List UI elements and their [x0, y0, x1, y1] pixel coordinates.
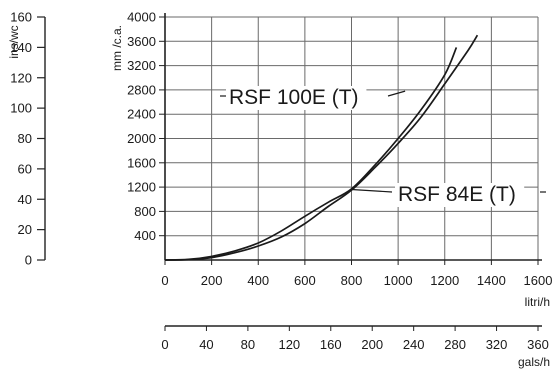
x-tick-label-1600: 1600: [524, 273, 553, 288]
secondary-x-tick-label-280: 280: [444, 337, 466, 352]
y-axis-label: mm /c.a.: [110, 25, 124, 71]
tick-labels: 0 200 400 600 800 1000 1200 1400 1600litri/h4008…: [7, 10, 552, 370]
secondary-y-tick-label-0: 0: [25, 253, 32, 268]
series-line-0: [164, 47, 458, 261]
x-tick-label-400: 400: [247, 273, 269, 288]
secondary-y-tick-label-140: 140: [10, 40, 32, 55]
series-lines: [164, 34, 479, 261]
y-tick-label-400: 400: [134, 228, 156, 243]
secondary-x-tick-label-0: 0: [161, 337, 168, 352]
secondary-x-tick-label-80: 80: [241, 337, 255, 352]
axes: [37, 13, 542, 331]
series-label-0: RSF 100E (T): [229, 86, 359, 109]
secondary-y-axis-label: ins/wc: [7, 25, 21, 58]
y-tick-label-1600: 1600: [127, 155, 156, 170]
secondary-x-tick-label-40: 40: [199, 337, 213, 352]
x-tick-label-800: 800: [341, 273, 363, 288]
y-tick-label-800: 800: [134, 204, 156, 219]
x-tick-label-1400: 1400: [477, 273, 506, 288]
secondary-y-tick-label-40: 40: [18, 192, 32, 207]
secondary-y-tick-label-60: 60: [18, 161, 32, 176]
x-axis-label: litri/h: [525, 295, 550, 309]
secondary-y-tick-label-20: 20: [18, 222, 32, 237]
series-line-1: [164, 34, 479, 261]
x-tick-label-1000: 1000: [384, 273, 413, 288]
x-tick-label-600: 600: [294, 273, 316, 288]
secondary-x-tick-label-160: 160: [320, 337, 342, 352]
y-tick-label-1200: 1200: [127, 180, 156, 195]
y-tick-label-2800: 2800: [127, 82, 156, 97]
secondary-y-tick-label-160: 160: [10, 10, 32, 25]
series-label-bg-1: [395, 183, 525, 207]
secondary-x-tick-label-360: 360: [527, 337, 549, 352]
x-tick-label-1200: 1200: [430, 273, 459, 288]
secondary-y-tick-label-100: 100: [10, 101, 32, 116]
series-label-bg-0: [226, 86, 367, 110]
x-tick-label-200: 200: [201, 273, 223, 288]
series-labels: RSF 100E (T) RSF 84E (T): [220, 86, 546, 207]
x-tick-label-0: 0: [161, 273, 168, 288]
y-tick-label-2400: 2400: [127, 107, 156, 122]
secondary-x-tick-label-320: 320: [486, 337, 508, 352]
secondary-y-tick-label-80: 80: [18, 131, 32, 146]
secondary-y-tick-label-120: 120: [10, 70, 32, 85]
secondary-x-tick-label-120: 120: [278, 337, 300, 352]
y-tick-label-3600: 3600: [127, 34, 156, 49]
secondary-x-axis-label: gals/h: [518, 355, 550, 369]
secondary-x-tick-label-240: 240: [403, 337, 425, 352]
secondary-x-tick-label-200: 200: [361, 337, 383, 352]
grid: [165, 16, 539, 260]
y-tick-label-3200: 3200: [127, 58, 156, 73]
series-label-leader-1: [351, 188, 393, 193]
y-tick-label-2000: 2000: [127, 131, 156, 146]
y-tick-label-4000: 4000: [127, 10, 156, 25]
series-label-1: RSF 84E (T): [398, 183, 516, 206]
series-label-leader-0: [387, 90, 406, 97]
